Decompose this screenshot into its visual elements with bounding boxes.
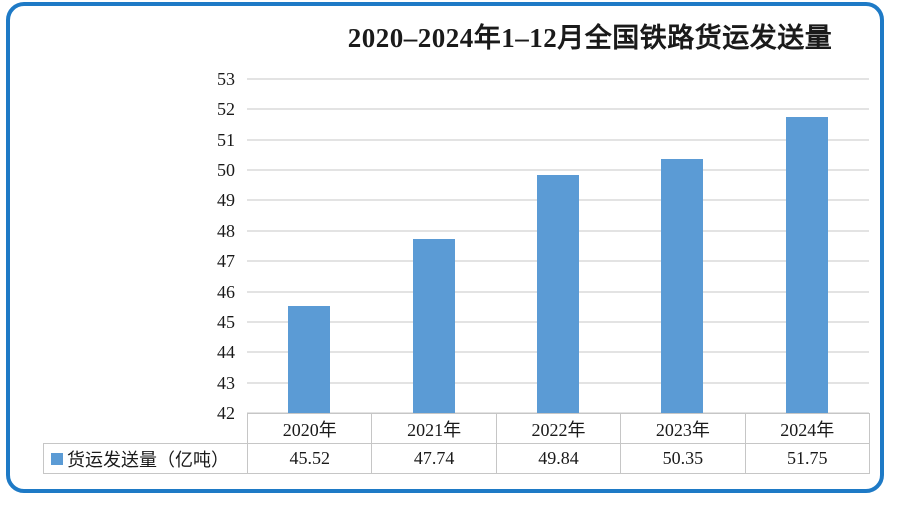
y-tick-label: 43	[217, 372, 235, 393]
legend-label: 货运发送量（亿吨）	[67, 449, 229, 470]
category-cell-1: 2021年	[371, 413, 496, 444]
gridline	[247, 108, 869, 111]
gridline	[247, 169, 869, 172]
category-cell-2: 2022年	[495, 413, 621, 444]
gridline	[247, 138, 869, 141]
bar-2022年	[537, 174, 579, 413]
y-tick-label: 52	[217, 99, 235, 120]
y-tick-label: 45	[217, 311, 235, 332]
y-axis-labels: 53 52 51 50 49 48 47 46 45 44 43 42	[150, 69, 235, 423]
y-tick-label: 53	[217, 69, 235, 89]
gridline	[247, 78, 869, 80]
legend-swatch-icon	[51, 452, 63, 465]
category-cell-4: 2024年	[744, 413, 870, 444]
value-cell-1: 47.74	[371, 443, 496, 474]
y-tick-label: 50	[217, 160, 235, 181]
value-cell-3: 50.35	[620, 443, 745, 474]
value-cell-2: 49.84	[495, 443, 621, 474]
bar-2023年	[661, 159, 704, 413]
bar-2020年	[288, 306, 331, 413]
legend-cell: 货运发送量（亿吨）	[43, 443, 247, 474]
plot-area	[247, 78, 869, 414]
value-cell-0: 45.52	[247, 443, 372, 474]
y-tick-label: 42	[217, 403, 235, 423]
y-tick-label: 46	[217, 281, 235, 302]
y-tick-label: 51	[217, 129, 235, 150]
y-tick-label: 48	[217, 220, 235, 241]
bar-2024年	[785, 116, 828, 413]
y-tick-label: 44	[217, 342, 235, 363]
chart-title: 2020–2024年1–12月全国铁路货运发送量	[347, 23, 833, 53]
category-cell-0: 2020年	[247, 413, 372, 444]
y-tick-label: 47	[217, 251, 235, 272]
y-tick-label: 49	[217, 190, 235, 211]
value-cell-4: 51.75	[744, 443, 870, 474]
bar-2021年	[412, 238, 455, 413]
category-cell-3: 2023年	[620, 413, 745, 444]
